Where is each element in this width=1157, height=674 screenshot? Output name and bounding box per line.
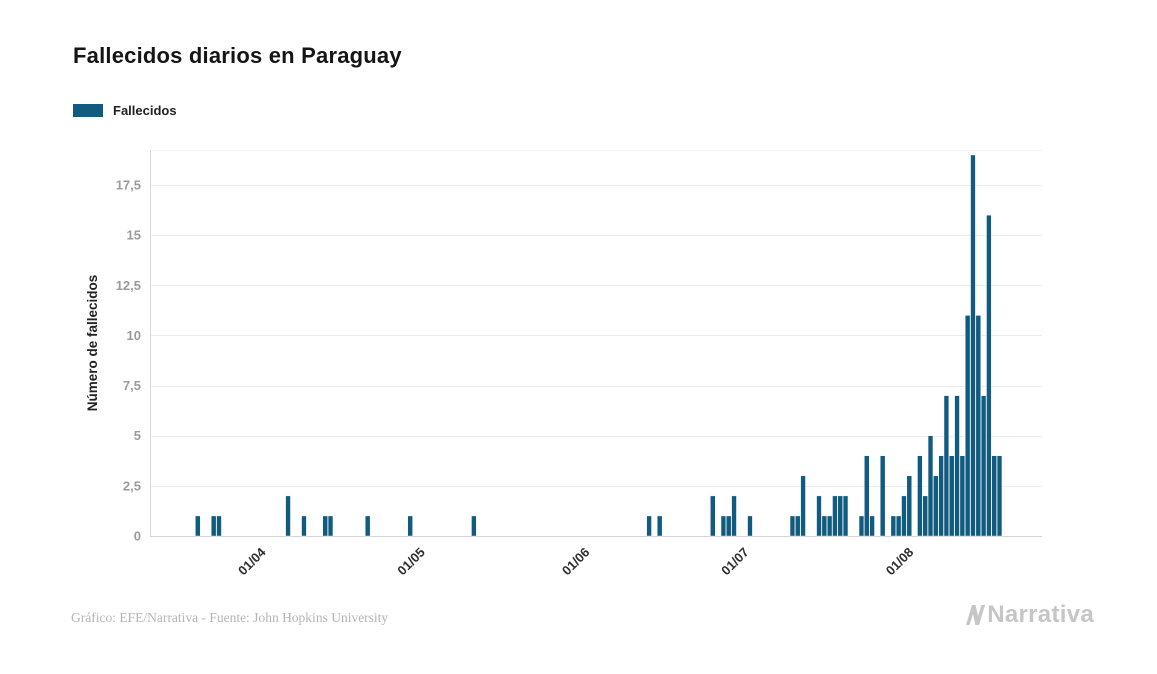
bar[interactable] <box>965 315 971 537</box>
x-tick-label: 01/06 <box>559 545 593 579</box>
bar[interactable] <box>996 455 1003 537</box>
bar[interactable] <box>365 515 371 537</box>
bar[interactable] <box>821 515 827 537</box>
bar[interactable] <box>922 495 928 537</box>
bar[interactable] <box>726 515 732 537</box>
y-tick-label: 12,5 <box>116 278 141 293</box>
y-tick-label: 15 <box>127 228 141 243</box>
bar[interactable] <box>827 515 833 537</box>
bar[interactable] <box>471 515 477 537</box>
bar[interactable] <box>858 515 865 537</box>
bar[interactable] <box>933 475 939 537</box>
bar[interactable] <box>880 455 886 537</box>
source-credit: Gráfico: EFE/Narrativa - Fuente: John Ho… <box>71 610 389 625</box>
bar[interactable] <box>327 515 334 537</box>
bar[interactable] <box>211 515 217 537</box>
x-tick-label: 01/07 <box>718 545 752 579</box>
bar[interactable] <box>842 495 849 537</box>
bar[interactable] <box>832 495 838 537</box>
legend-item-fallecidos[interactable]: Fallecidos <box>73 103 177 118</box>
bar[interactable] <box>959 455 965 537</box>
bar[interactable] <box>864 455 870 537</box>
x-tick-label: 01/05 <box>394 545 428 579</box>
bar[interactable] <box>816 495 822 537</box>
legend-swatch <box>73 104 103 117</box>
narrativa-logo: Narrativa <box>964 601 1094 629</box>
x-tick-label: 01/08 <box>883 545 917 579</box>
bar[interactable] <box>954 395 960 537</box>
y-axis-title: Número de fallecidos <box>85 275 100 412</box>
bar[interactable] <box>216 515 222 537</box>
bar[interactable] <box>901 495 907 537</box>
bar[interactable] <box>322 515 328 537</box>
bar[interactable] <box>975 315 981 537</box>
bar[interactable] <box>986 214 992 537</box>
bar[interactable] <box>285 495 291 537</box>
bar[interactable] <box>917 455 923 537</box>
bar[interactable] <box>195 515 201 537</box>
bar[interactable] <box>970 154 976 537</box>
bar[interactable] <box>938 455 944 537</box>
x-tick-label: 01/04 <box>235 544 269 578</box>
bar[interactable] <box>747 515 753 537</box>
bar[interactable] <box>731 495 737 537</box>
bar[interactable] <box>949 455 955 537</box>
bar[interactable] <box>657 515 663 537</box>
bar[interactable] <box>646 515 652 537</box>
bar[interactable] <box>710 495 716 537</box>
bar[interactable] <box>301 515 307 537</box>
bar[interactable] <box>991 455 997 537</box>
narrativa-n-icon <box>966 605 986 625</box>
bar[interactable] <box>789 515 796 537</box>
y-tick-label: 2,5 <box>123 478 141 493</box>
bar[interactable] <box>407 515 413 537</box>
legend-label: Fallecidos <box>113 103 177 118</box>
y-tick-label: 17,5 <box>116 178 141 193</box>
y-tick-label: 0 <box>134 529 141 544</box>
y-tick-label: 7,5 <box>123 378 141 393</box>
bar[interactable] <box>795 515 801 537</box>
bar[interactable] <box>890 515 896 537</box>
bar[interactable] <box>906 475 912 537</box>
bar[interactable] <box>943 395 950 537</box>
bar[interactable] <box>980 395 987 537</box>
bar[interactable] <box>896 515 902 537</box>
chart-title: Fallecidos diarios en Paraguay <box>73 43 402 68</box>
bar[interactable] <box>800 475 806 537</box>
bar[interactable] <box>837 495 843 537</box>
narrativa-wordmark: Narrativa <box>987 601 1094 628</box>
y-tick-label: 10 <box>127 328 141 343</box>
bar[interactable] <box>869 515 875 537</box>
y-tick-label: 5 <box>134 428 141 443</box>
bar[interactable] <box>927 435 934 537</box>
bar[interactable] <box>720 515 727 537</box>
